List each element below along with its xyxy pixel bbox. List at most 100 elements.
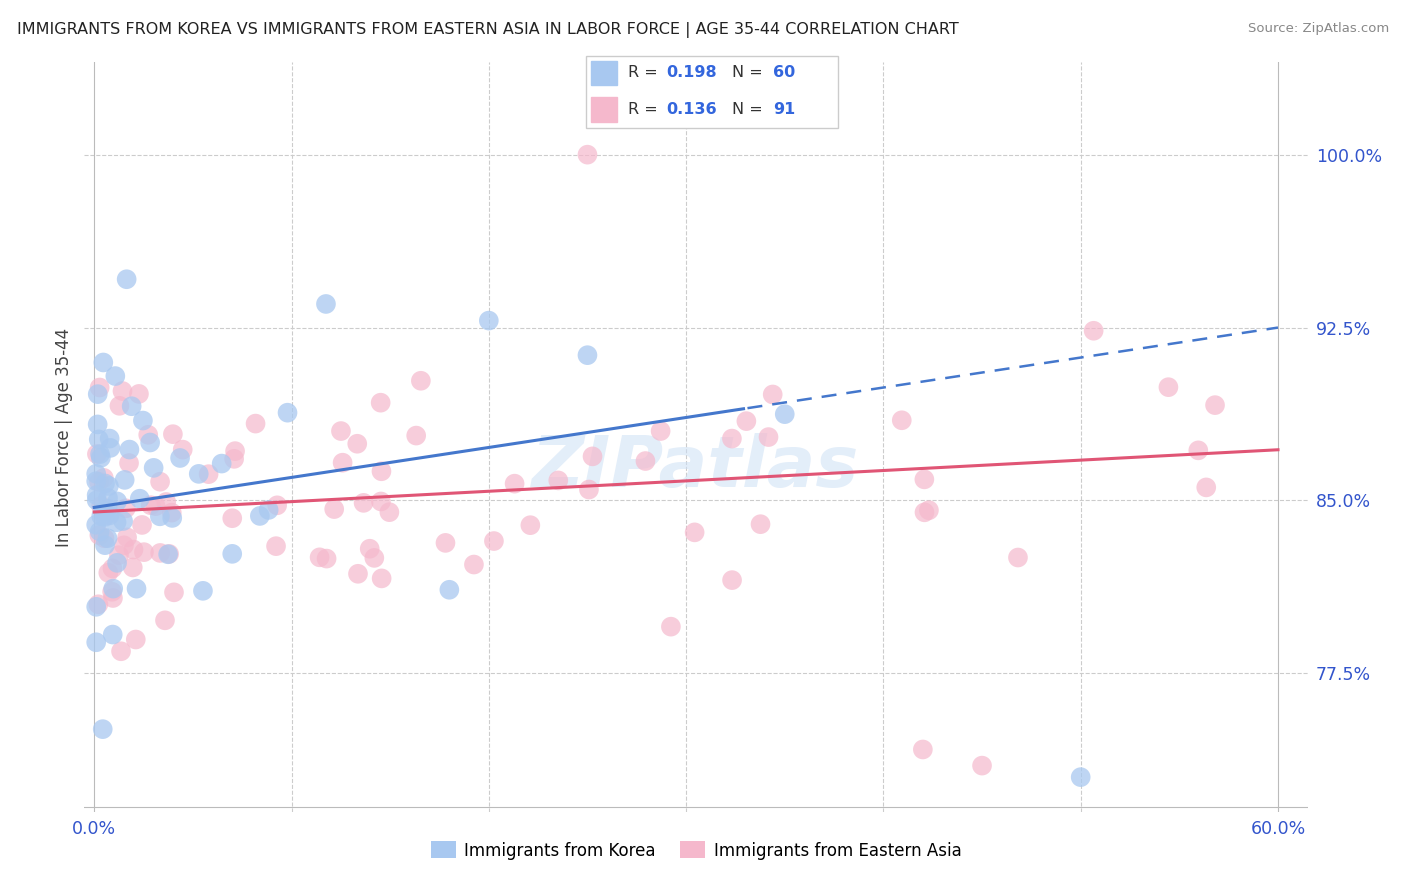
Point [111,384,134,398]
Point [346,436,368,450]
Point [683,525,706,540]
Point [581,450,603,464]
Point [94,538,117,552]
Point [409,374,432,388]
Point [162,427,184,442]
Point [101,627,124,641]
Point [131,518,153,533]
Text: R =: R = [627,65,662,80]
FancyBboxPatch shape [586,56,838,128]
Point [98,432,121,446]
Point [125,582,148,596]
Point [257,503,280,517]
Legend: Immigrants from Korea, Immigrants from Eastern Asia: Immigrants from Korea, Immigrants from E… [430,841,962,860]
Point [93,471,115,485]
Bar [592,97,617,122]
Text: Source: ZipAtlas.com: Source: ZipAtlas.com [1249,22,1389,36]
Point [115,530,138,544]
Point [86,417,108,432]
Point [439,582,461,597]
Point [245,417,267,431]
Point [224,444,246,458]
Point [370,494,392,508]
Point [149,509,172,524]
Point [136,427,159,442]
Point [93,509,115,524]
Point [1204,398,1226,412]
Point [101,584,124,599]
Point [155,495,177,509]
Text: IMMIGRANTS FROM KOREA VS IMMIGRANTS FROM EASTERN ASIA IN LABOR FORCE | AGE 35-44: IMMIGRANTS FROM KOREA VS IMMIGRANTS FROM… [17,22,959,38]
Point [890,413,912,427]
Point [749,517,772,532]
Point [266,498,288,512]
Point [118,442,141,457]
Point [224,451,246,466]
Point [576,147,599,161]
Point [149,546,172,560]
Point [918,503,941,517]
Point [370,464,392,478]
Point [912,472,935,486]
Point [547,474,569,488]
Point [353,496,375,510]
Point [90,509,112,524]
Point [128,491,150,506]
Point [405,428,427,442]
Point [970,758,993,772]
Point [276,406,298,420]
Point [721,573,744,587]
Point [89,380,111,394]
Point [172,442,194,457]
Point [187,467,209,481]
Point [132,545,155,559]
Point [378,505,401,519]
Point [84,474,107,488]
Point [87,475,110,489]
Point [105,556,128,570]
Point [721,432,744,446]
Point [914,505,936,519]
Point [249,508,271,523]
Point [169,450,191,465]
Point [87,387,110,401]
Point [145,499,167,513]
Point [221,511,243,525]
Point [91,355,114,369]
Point [87,433,110,447]
Point [90,450,112,465]
Point [139,498,162,512]
Point [163,585,186,599]
Point [478,313,501,327]
Point [149,475,172,489]
Point [264,539,287,553]
Text: 60: 60 [773,65,796,80]
Point [142,461,165,475]
Point [578,483,600,497]
Point [89,524,111,539]
Point [315,551,337,566]
Point [503,476,526,491]
Text: 0.198: 0.198 [666,65,717,80]
Point [97,566,120,580]
Point [118,456,141,470]
Point [659,620,682,634]
Point [84,599,107,614]
Point [112,514,135,528]
Point [110,644,132,658]
Point [332,456,354,470]
Point [1195,480,1218,494]
Text: N =: N = [731,65,768,80]
Text: 91: 91 [773,102,796,117]
Text: R =: R = [627,102,662,117]
Point [1083,324,1105,338]
Point [115,501,138,516]
Point [91,722,114,736]
Point [121,560,143,574]
Point [758,430,780,444]
Point [160,506,183,520]
Point [519,518,541,533]
Point [84,635,107,649]
Point [89,447,111,461]
Point [762,387,785,401]
